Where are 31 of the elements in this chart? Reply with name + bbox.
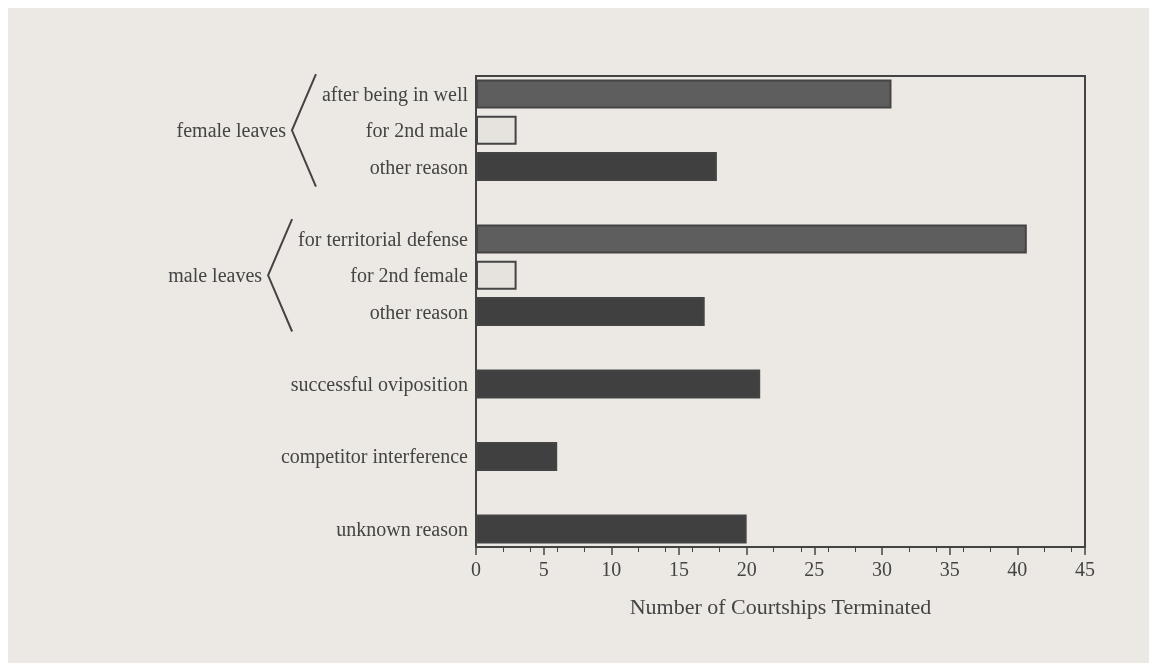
bar	[476, 260, 517, 290]
x-tick-label: 20	[736, 558, 757, 580]
x-tick-label: 15	[669, 558, 689, 580]
y-tick-label: other reason	[369, 300, 468, 323]
y-tick-label: for territorial defense	[298, 228, 469, 251]
y-tick-label: for 2nd male	[365, 119, 469, 142]
bar	[476, 79, 892, 109]
x-tick-label: 10	[601, 558, 622, 580]
y-tick-label: successful oviposition	[290, 372, 468, 396]
x-axis-title: Number of Courtships Terminated	[629, 593, 932, 619]
y-tick-label: other reason	[369, 155, 468, 178]
bar	[476, 297, 705, 326]
text: male leaves	[168, 264, 263, 287]
bar	[476, 115, 517, 145]
bar	[476, 441, 558, 471]
bar	[476, 152, 717, 182]
x-tick-label: 40	[1007, 558, 1028, 580]
x-tick-label: 35	[939, 558, 960, 580]
text: female leaves	[176, 119, 287, 142]
x-tick-label: 25	[804, 558, 825, 580]
bar	[476, 224, 1027, 254]
x-tick-label: 45	[1075, 558, 1095, 580]
x-tick-label: 5	[538, 558, 549, 580]
x-tick-label: 30	[872, 558, 892, 580]
y-tick-label: unknown reason	[336, 517, 468, 540]
bar	[476, 369, 761, 399]
y-tick-label: after being in well	[321, 83, 469, 107]
y-tick-label: for 2nd female	[350, 264, 469, 287]
y-tick-label: competitor interference	[280, 445, 469, 469]
bar	[476, 514, 747, 544]
x-tick-label: 0	[471, 558, 481, 580]
